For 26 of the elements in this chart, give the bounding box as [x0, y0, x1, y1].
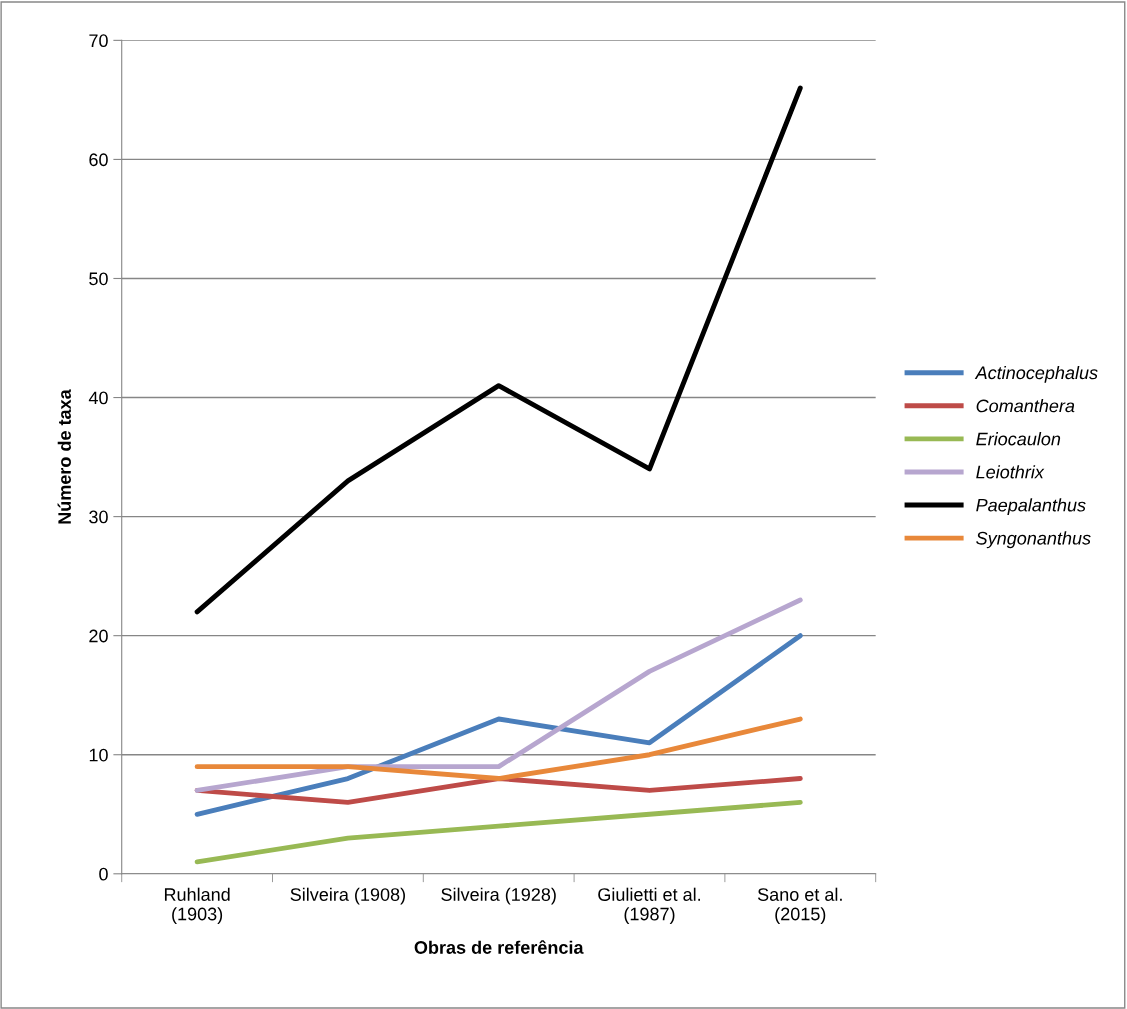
- y-tick-label: 10: [89, 748, 108, 762]
- y-tick-label: 60: [89, 153, 108, 167]
- y-tick-label: 0: [99, 867, 108, 881]
- y-tick-label: 20: [89, 629, 108, 643]
- legend-label: Eriocaulon: [976, 432, 1061, 446]
- y-tick-label: 40: [88, 391, 108, 405]
- legend-label: Comanthera: [976, 399, 1075, 413]
- y-axis-title: Número de taxa: [57, 389, 71, 524]
- x-tick-label: Ruhland (1903): [164, 887, 230, 924]
- line-series: [194, 716, 803, 781]
- legend-label: Actinocephalus: [974, 365, 1098, 383]
- line-series: [194, 799, 803, 865]
- x-tick-label: Silveira (1928): [441, 887, 556, 905]
- line-series: [194, 633, 803, 817]
- line-series: [194, 85, 803, 615]
- y-tick-label: 30: [89, 510, 108, 524]
- legend-label: Paepalanthus: [976, 498, 1086, 516]
- x-tick-label: Sano et al. (2015): [757, 887, 842, 924]
- line-series: [194, 597, 803, 793]
- x-axis-title: Obras de referência: [414, 940, 584, 954]
- legend-label: Leiothrix: [976, 465, 1045, 479]
- x-tick-label: Giulietti et al. (1987): [598, 887, 701, 924]
- legend-label: Syngonanthus: [976, 531, 1091, 549]
- y-tick-label: 50: [89, 272, 108, 286]
- y-tick-label: 70: [89, 34, 108, 48]
- x-tick-label: Silveira (1908): [290, 887, 405, 905]
